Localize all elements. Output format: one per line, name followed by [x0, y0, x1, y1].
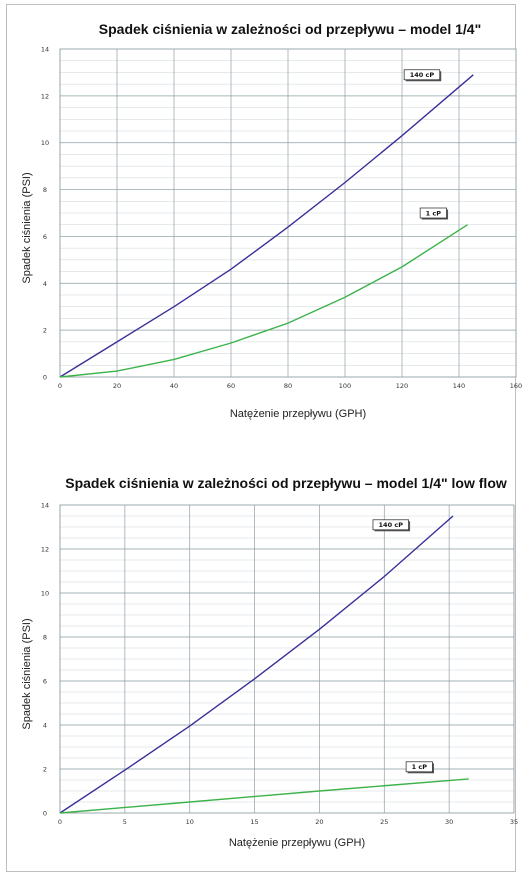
x-tick-label: 60: [227, 382, 235, 390]
chart-title: Spadek ciśnienia w zależności od przepły…: [99, 21, 481, 37]
x-tick-label: 140: [453, 382, 465, 390]
y-tick-label: 6: [43, 678, 47, 686]
x-tick-label: 20: [113, 382, 121, 390]
x-tick-label: 0: [58, 382, 62, 390]
x-tick-label: 100: [339, 382, 351, 390]
annotation-label: 1 cP: [412, 763, 428, 771]
chart-title: Spadek ciśnienia w zależności od przepły…: [65, 475, 507, 491]
x-tick-label: 10: [186, 818, 194, 826]
annotation-label: 140 cP: [410, 71, 435, 79]
x-tick-label: 35: [510, 818, 518, 826]
x-tick-label: 15: [250, 818, 258, 826]
y-axis-label: Spadek ciśnienia (PSI): [21, 172, 33, 283]
x-tick-label: 0: [58, 818, 62, 826]
x-tick-label: 120: [396, 382, 408, 390]
y-tick-label: 8: [43, 186, 47, 194]
x-tick-label: 5: [123, 818, 127, 826]
x-tick-label: 30: [445, 818, 453, 826]
y-tick-label: 0: [43, 810, 47, 818]
series-line-140-cp: [59, 515, 454, 814]
annotation-box: [403, 69, 441, 81]
y-tick-label: 0: [43, 374, 47, 382]
y-tick-label: 10: [41, 590, 49, 598]
y-tick-label: 2: [43, 327, 47, 335]
y-tick-label: 4: [43, 280, 47, 288]
series-line-1-cp: [59, 778, 469, 814]
y-tick-label: 10: [41, 139, 49, 147]
y-axis-label: Spadek ciśnienia (PSI): [21, 618, 33, 729]
x-tick-label: 25: [380, 818, 388, 826]
x-tick-label: 20: [315, 818, 323, 826]
series-line-140-cp: [59, 74, 474, 378]
chart-2: 0 2 4 6 8 10 12 14 0 5 10 15 20 25 30 35 140 cP 1 cP Spade…: [21, 475, 518, 849]
y-tick-label: 14: [41, 46, 49, 54]
annotation-label: 1 cP: [426, 209, 442, 217]
y-tick-label: 14: [41, 502, 49, 510]
annotation-label: 140 cP: [379, 521, 404, 529]
y-tick-label: 12: [41, 546, 49, 554]
y-tick-label: 8: [43, 634, 47, 642]
y-tick-label: 2: [43, 766, 47, 774]
y-tick-label: 12: [41, 92, 49, 100]
x-tick-label: 40: [170, 382, 178, 390]
x-axis-label: Natężenie przepływu (GPH): [229, 837, 365, 849]
y-tick-label: 6: [43, 233, 47, 241]
annotation-box: [372, 519, 409, 531]
y-tick-label: 4: [43, 722, 47, 730]
annotation-box: [405, 761, 433, 773]
series-line-1-cp: [59, 224, 468, 378]
x-axis-label: Natężenie przepływu (GPH): [230, 408, 366, 420]
figure-frame: [6, 4, 516, 872]
annotation-box: [419, 207, 447, 219]
x-tick-label: 160: [510, 382, 522, 390]
x-tick-label: 80: [284, 382, 292, 390]
